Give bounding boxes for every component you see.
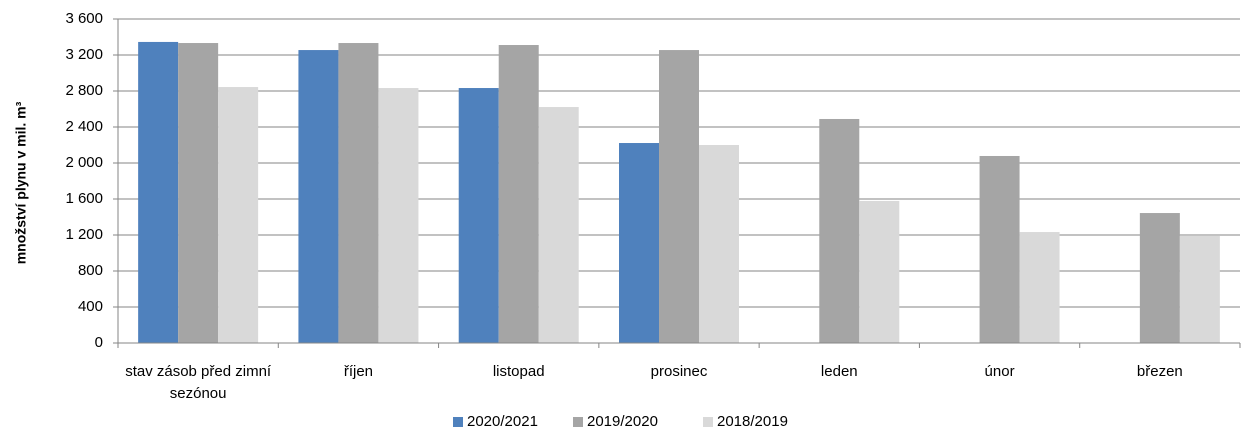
x-tick-label: listopad xyxy=(492,363,545,380)
bar xyxy=(619,143,659,343)
bar xyxy=(1179,235,1220,343)
y-tick-label: 3 600 xyxy=(65,10,103,27)
legend-label: 2018/2019 xyxy=(717,413,788,430)
y-tick-label: 2 000 xyxy=(65,154,103,171)
bar xyxy=(378,88,419,343)
y-tick-label: 2 400 xyxy=(65,118,103,135)
legend-label: 2019/2020 xyxy=(587,413,658,430)
y-tick-label: 1 200 xyxy=(65,226,103,243)
bar xyxy=(138,41,179,343)
y-tick-label: 2 800 xyxy=(65,82,103,99)
x-tick-label: prosinec xyxy=(650,363,708,380)
bar xyxy=(498,45,539,343)
y-axis-title: množství plynu v mil. m³ xyxy=(13,101,29,264)
y-tick-label: 3 200 xyxy=(65,46,103,63)
legend-swatch xyxy=(703,417,713,427)
legend-label: 2020/2021 xyxy=(467,413,538,430)
bar xyxy=(338,43,379,343)
y-tick-label: 1 600 xyxy=(65,190,103,207)
bar xyxy=(458,88,499,343)
bar xyxy=(218,87,259,343)
y-tick-label: 0 xyxy=(95,334,103,351)
bar xyxy=(538,107,579,344)
y-tick-label: 400 xyxy=(78,298,103,315)
y-tick-label: 800 xyxy=(78,262,103,279)
bar xyxy=(1019,232,1060,343)
bar xyxy=(659,50,699,344)
x-tick-label: stav zásob před zimní sezónou xyxy=(125,363,272,402)
legend-swatch xyxy=(573,417,583,427)
x-tick-label: březen xyxy=(1136,363,1183,380)
bar xyxy=(1139,213,1180,343)
bar xyxy=(979,155,1020,343)
bar xyxy=(819,118,860,344)
bar xyxy=(298,50,339,344)
bar xyxy=(178,43,219,343)
x-tick-label: leden xyxy=(820,363,858,380)
x-tick-label: říjen xyxy=(343,363,374,380)
bar xyxy=(699,145,739,343)
bar xyxy=(859,200,900,343)
x-tick-label: únor xyxy=(984,363,1015,380)
legend-swatch xyxy=(453,417,463,427)
